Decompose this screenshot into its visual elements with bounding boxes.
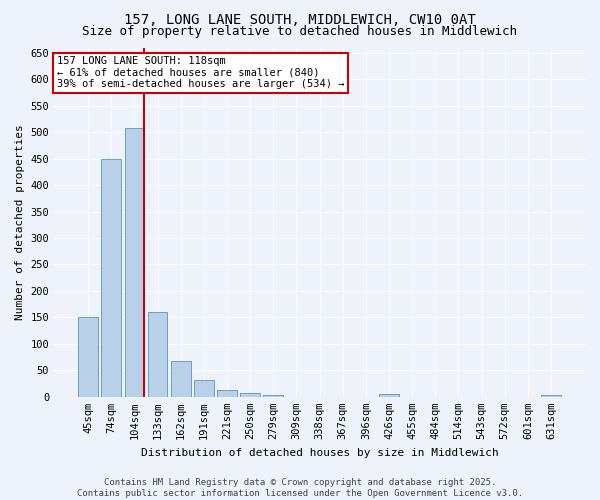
- Bar: [379, 394, 399, 397]
- Text: 157 LONG LANE SOUTH: 118sqm
← 61% of detached houses are smaller (840)
39% of se: 157 LONG LANE SOUTH: 118sqm ← 61% of det…: [57, 56, 344, 90]
- Y-axis label: Number of detached properties: Number of detached properties: [15, 124, 25, 320]
- Bar: [171, 361, 191, 397]
- X-axis label: Distribution of detached houses by size in Middlewich: Distribution of detached houses by size …: [141, 448, 499, 458]
- Bar: [148, 312, 167, 397]
- Bar: [101, 158, 121, 397]
- Bar: [241, 392, 260, 397]
- Bar: [541, 394, 561, 397]
- Bar: [78, 318, 98, 397]
- Text: Size of property relative to detached houses in Middlewich: Size of property relative to detached ho…: [83, 25, 517, 38]
- Text: Contains HM Land Registry data © Crown copyright and database right 2025.
Contai: Contains HM Land Registry data © Crown c…: [77, 478, 523, 498]
- Bar: [194, 380, 214, 397]
- Bar: [263, 394, 283, 397]
- Bar: [217, 390, 237, 397]
- Text: 157, LONG LANE SOUTH, MIDDLEWICH, CW10 0AT: 157, LONG LANE SOUTH, MIDDLEWICH, CW10 0…: [124, 12, 476, 26]
- Bar: [125, 128, 144, 397]
